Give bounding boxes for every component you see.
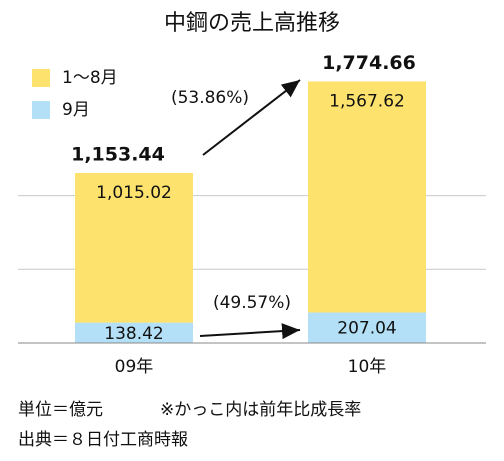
value-label: 138.42: [104, 324, 163, 344]
growth-label: (49.57%): [213, 293, 291, 313]
arrow: [199, 323, 301, 340]
total-label: 1,774.66: [322, 52, 416, 74]
chart-title: 中鋼の売上高推移: [164, 11, 340, 36]
note: 単位＝億元: [18, 400, 103, 420]
bar: [75, 172, 193, 323]
legend-label: 1〜8月: [62, 68, 118, 88]
bar: [308, 81, 426, 313]
value-label: 1,015.02: [96, 183, 172, 203]
growth-label: (53.86%): [171, 88, 249, 108]
legend-label: 9月: [62, 100, 90, 120]
note: ※かっこ内は前年比成長率: [160, 400, 361, 420]
bar: [75, 322, 193, 343]
bar: [308, 312, 426, 343]
legend-swatch: [32, 101, 50, 119]
x-tick-label: 10年: [348, 357, 387, 377]
note: 出典＝８日付工商時報: [18, 430, 188, 450]
legend-swatch: [32, 69, 50, 87]
value-label: 207.04: [337, 319, 396, 339]
arrow: [202, 79, 301, 156]
total-label: 1,153.44: [71, 143, 165, 165]
value-label: 1,567.62: [329, 91, 405, 111]
x-tick-label: 09年: [115, 357, 154, 377]
